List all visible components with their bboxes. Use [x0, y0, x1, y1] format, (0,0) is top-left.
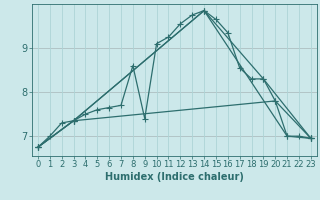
X-axis label: Humidex (Indice chaleur): Humidex (Indice chaleur) [105, 172, 244, 182]
